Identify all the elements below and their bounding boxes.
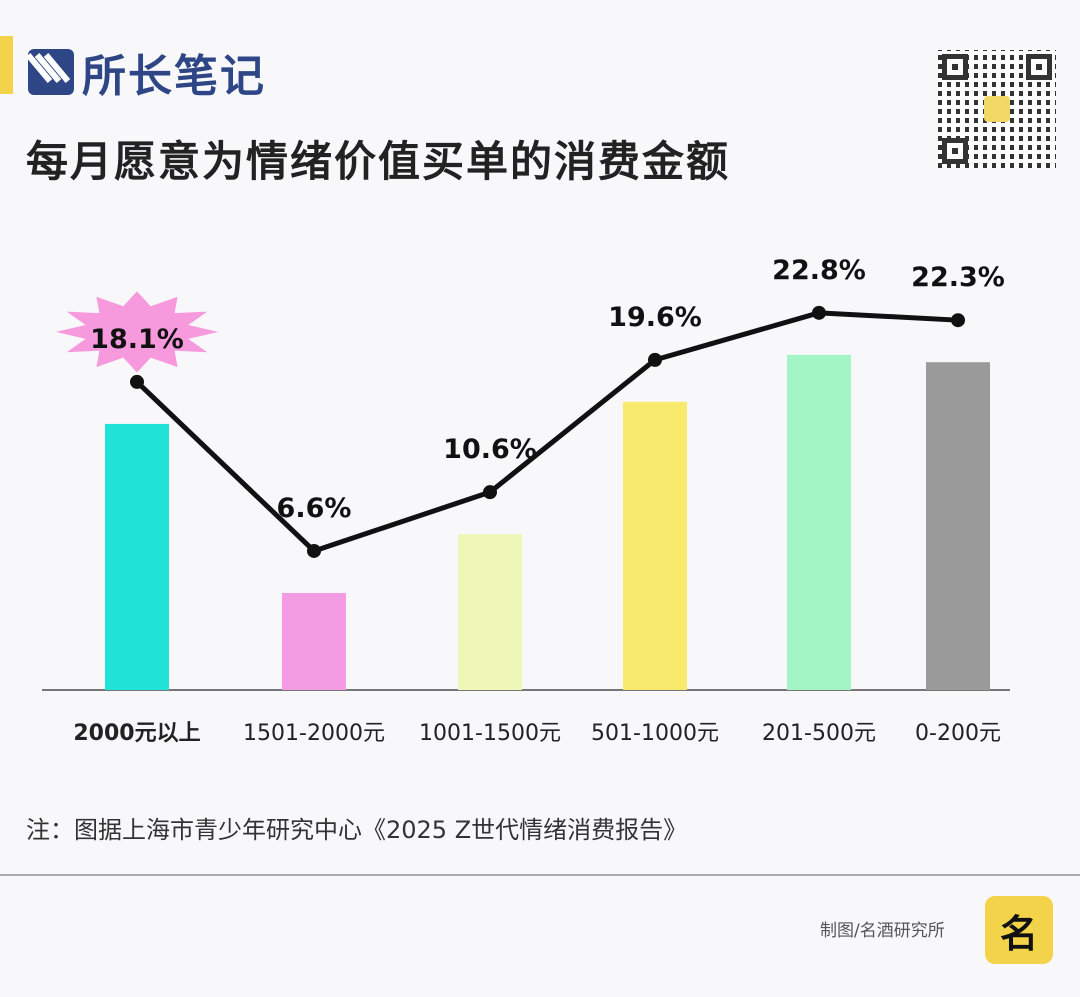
data-point <box>483 485 497 500</box>
data-label: 19.6% <box>608 302 702 333</box>
data-label: 22.8% <box>772 255 866 286</box>
bar <box>926 362 990 690</box>
data-label: 22.3% <box>911 262 1005 293</box>
data-point <box>648 352 662 367</box>
data-point <box>130 374 144 389</box>
notebook-icon <box>28 49 74 95</box>
data-label: 10.6% <box>443 434 537 465</box>
x-tick-label: 1001-1500元 <box>419 721 561 746</box>
bar <box>458 534 522 690</box>
data-label: 6.6% <box>277 493 352 524</box>
data-point <box>812 305 826 320</box>
publisher-logo: 名 <box>985 896 1053 964</box>
data-point <box>951 313 965 328</box>
highlight-burst <box>55 291 219 373</box>
x-tick-label: 1501-2000元 <box>243 721 385 746</box>
bar <box>105 423 169 690</box>
x-tick-label: 2000元以上 <box>73 721 200 746</box>
brand-logo: 所长笔记 <box>28 40 266 104</box>
series-line <box>135 310 959 554</box>
credit-text: 制图/名酒研究所 <box>820 921 945 941</box>
brand-name: 所长笔记 <box>82 51 266 102</box>
x-tick-label: 0-200元 <box>915 721 1001 746</box>
chart: 2000元以上 1501-2000元 1001-1500元 501-1000元 201-… <box>42 255 1010 746</box>
qr-code-icon[interactable] <box>938 50 1056 168</box>
bar <box>282 592 346 690</box>
bar <box>623 401 687 690</box>
data-point <box>307 543 321 558</box>
divider <box>0 874 1080 876</box>
chart-title: 每月愿意为情绪价值买单的消费金额 <box>26 137 731 186</box>
x-tick-label: 501-1000元 <box>591 721 719 746</box>
source-note: 注：图据上海市青少年研究中心《2025 Z世代情绪消费报告》 <box>26 816 688 844</box>
data-label: 18.1% <box>90 324 184 355</box>
x-tick-label: 201-500元 <box>762 721 876 746</box>
accent-bar <box>0 36 13 94</box>
bar <box>787 354 851 690</box>
